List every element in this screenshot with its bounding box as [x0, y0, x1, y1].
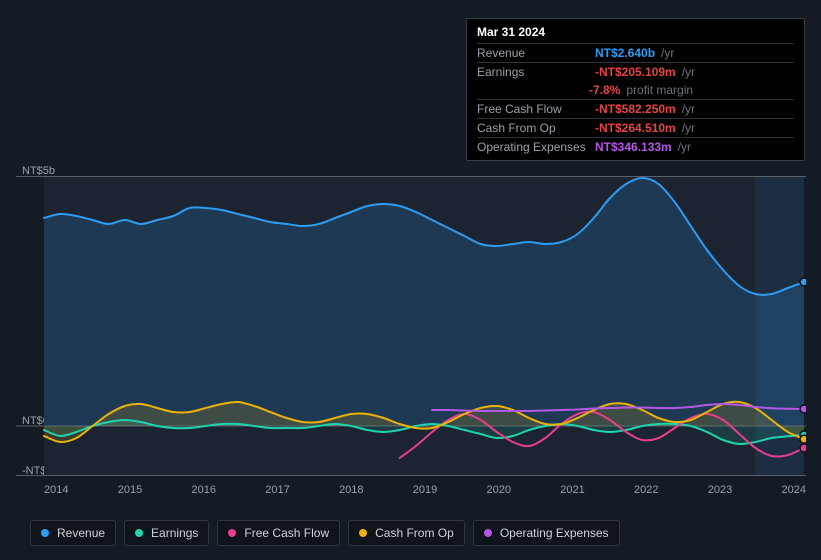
legend-label: Cash From Op [375, 526, 454, 540]
legend-swatch [484, 529, 492, 537]
tooltip-unit: profit margin [626, 83, 693, 97]
legend-item[interactable]: Earnings [124, 520, 209, 546]
tooltip-unit: /yr [682, 65, 695, 79]
tooltip-unit: /yr [678, 140, 691, 154]
legend-swatch [359, 529, 367, 537]
tooltip-row: Earnings -NT$205.109m/yr [477, 62, 794, 81]
legend-label: Revenue [57, 526, 105, 540]
chart-plot [16, 176, 806, 476]
x-tick-label: 2023 [708, 484, 732, 496]
tooltip-value: -NT$582.250m [595, 102, 676, 116]
legend-item[interactable]: Operating Expenses [473, 520, 620, 546]
legend: Revenue Earnings Free Cash Flow Cash From O… [30, 520, 620, 546]
legend-item[interactable]: Free Cash Flow [217, 520, 340, 546]
x-tick-label: 2019 [413, 484, 437, 496]
tooltip-unit: /yr [682, 102, 695, 116]
tooltip-value: -7.8% [589, 83, 620, 97]
legend-item[interactable]: Cash From Op [348, 520, 465, 546]
tooltip-label: Revenue [477, 46, 589, 60]
legend-label: Operating Expenses [500, 526, 609, 540]
tooltip-label: Cash From Op [477, 121, 589, 135]
x-axis: 2014 2015 2016 2017 2018 2019 2020 2021 2022 2023… [44, 484, 806, 496]
hover-tooltip: Mar 31 2024 RevenueNT$2.640b/yrEarnings-… [466, 18, 805, 161]
series-end-marker [800, 444, 806, 452]
tooltip-unit: /yr [661, 46, 674, 60]
tooltip-value: -NT$264.510m [595, 121, 676, 135]
series-end-marker [800, 278, 806, 286]
tooltip-row: Free Cash Flow -NT$582.250m/yr [477, 99, 794, 118]
legend-swatch [41, 529, 49, 537]
x-tick-label: 2022 [634, 484, 658, 496]
x-tick-label: 2016 [192, 484, 216, 496]
chart-container: Mar 31 2024 RevenueNT$2.640b/yrEarnings-… [0, 0, 821, 560]
legend-item[interactable]: Revenue [30, 520, 116, 546]
x-tick-label: 2020 [487, 484, 511, 496]
x-tick-label: 2018 [339, 484, 363, 496]
tooltip-label: Operating Expenses [477, 140, 589, 154]
tooltip-value: NT$346.133m [595, 140, 672, 154]
x-tick-label: 2021 [560, 484, 584, 496]
legend-swatch [228, 529, 236, 537]
x-tick-label: 2024 [782, 484, 806, 496]
series-end-marker [800, 405, 806, 413]
tooltip-row: Revenue NT$2.640b/yr [477, 43, 794, 62]
legend-label: Earnings [151, 526, 198, 540]
tooltip-label: Earnings [477, 65, 589, 79]
x-tick-label: 2015 [118, 484, 142, 496]
tooltip-date: Mar 31 2024 [477, 25, 794, 39]
tooltip-row: -7.8% profit margin [477, 81, 794, 99]
legend-label: Free Cash Flow [244, 526, 329, 540]
tooltip-label: Free Cash Flow [477, 102, 589, 116]
tooltip-row: Operating Expenses NT$346.133m/yr [477, 137, 794, 156]
series-end-marker [800, 435, 806, 443]
tooltip-row: Cash From Op -NT$264.510m/yr [477, 118, 794, 137]
legend-swatch [135, 529, 143, 537]
x-tick-label: 2014 [44, 484, 68, 496]
tooltip-value: NT$2.640b [595, 46, 655, 60]
x-tick-label: 2017 [265, 484, 289, 496]
tooltip-unit: /yr [682, 121, 695, 135]
tooltip-value: -NT$205.109m [595, 65, 676, 79]
